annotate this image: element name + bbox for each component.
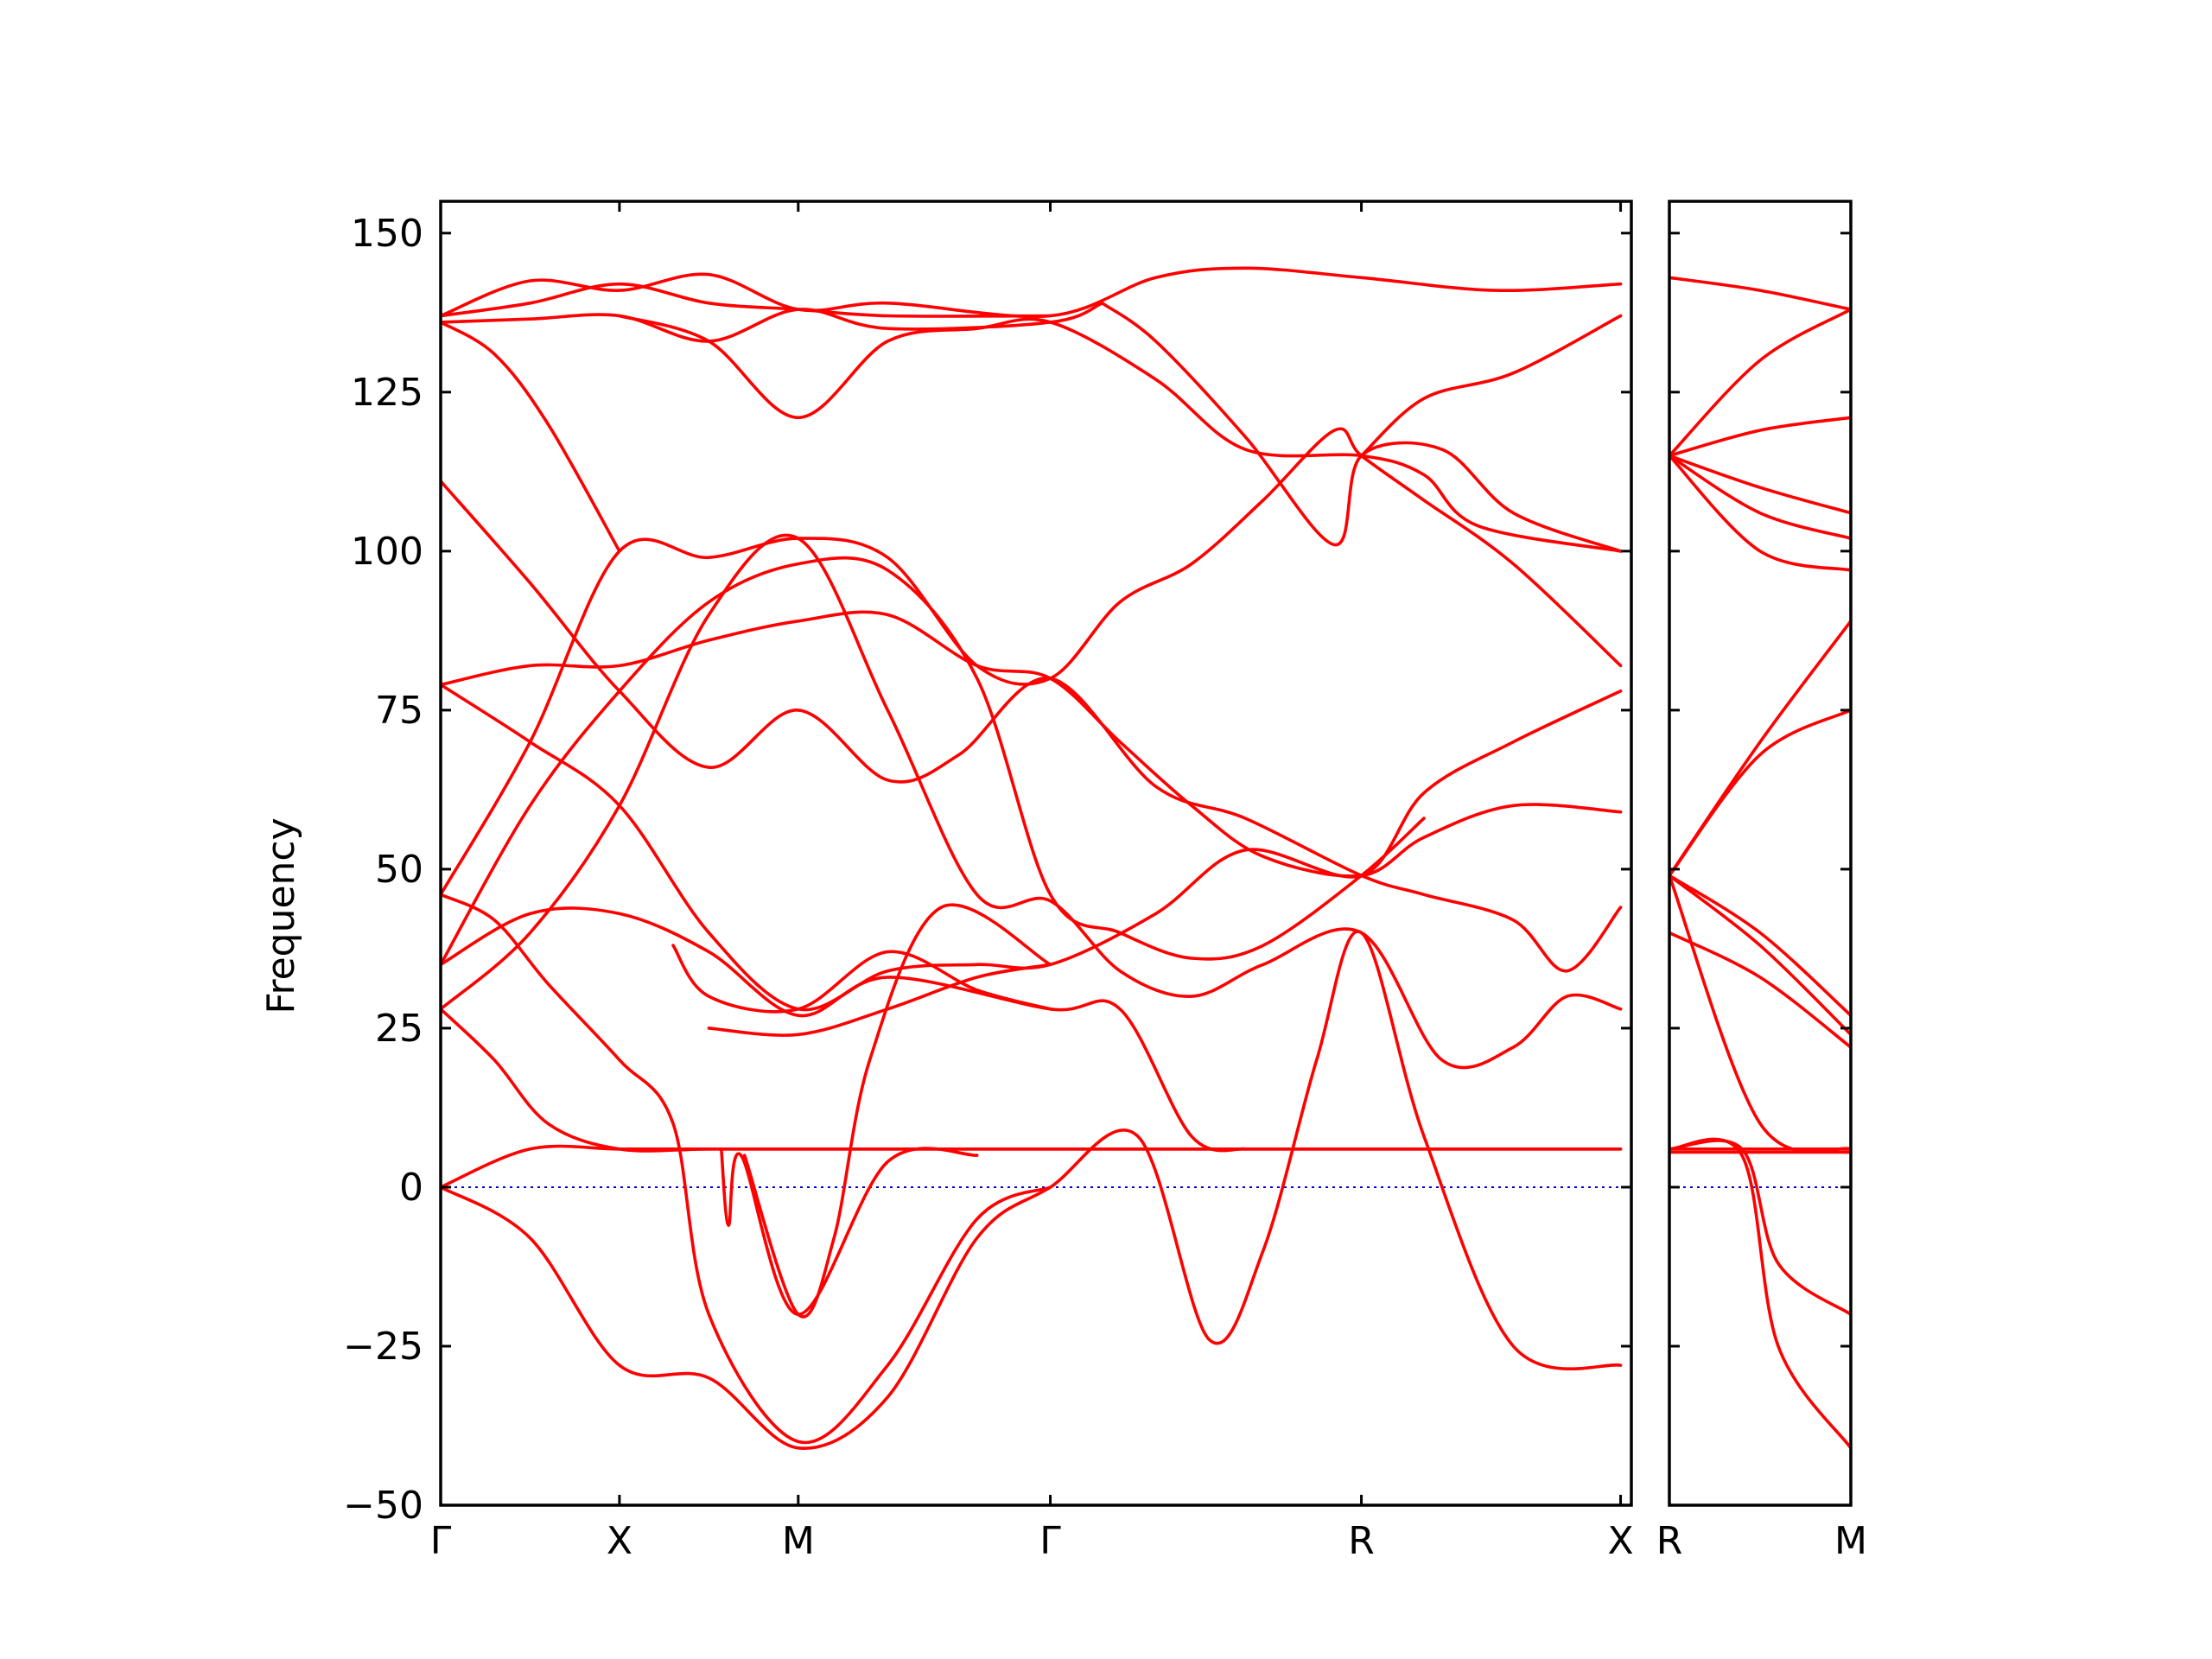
x-tick-label: R [1656, 1519, 1683, 1563]
y-tick-label: 0 [399, 1166, 423, 1210]
band-line [441, 893, 1052, 1445]
band-line [441, 1144, 1623, 1189]
band-line [1669, 874, 1851, 1037]
band-line [1669, 416, 1851, 458]
band-line [1669, 874, 1851, 1154]
y-tick-label: −50 [343, 1484, 423, 1528]
band-line [441, 266, 1623, 319]
x-tick-label: M [782, 1519, 815, 1563]
y-tick-label: 125 [351, 371, 423, 415]
panel-frame [1668, 200, 1853, 1507]
y-tick-label: 150 [351, 212, 423, 256]
band-line [1669, 1137, 1851, 1450]
x-tick-label: M [1834, 1519, 1867, 1563]
band-line [441, 282, 1052, 318]
band-line [671, 944, 1052, 1014]
band-line [441, 1007, 1623, 1153]
band-line [441, 321, 621, 553]
band-line [441, 610, 1623, 878]
y-axis-title: Frequency [259, 817, 303, 1014]
y-tick-label: 100 [351, 530, 423, 574]
x-tick-label: X [607, 1519, 632, 1563]
y-tick-label: −25 [343, 1325, 423, 1369]
panel-frame [439, 200, 1633, 1507]
band-line [1669, 1139, 1851, 1316]
band-line [742, 903, 1052, 1319]
band-line [441, 427, 1623, 897]
x-tick-label: X [1608, 1519, 1634, 1563]
y-tick-label: 50 [375, 848, 423, 892]
band-line [441, 683, 1623, 1012]
band-line [1669, 874, 1851, 1017]
x-tick-label: Γ [430, 1519, 452, 1563]
y-tick-label: 75 [375, 689, 423, 733]
band-line [1669, 308, 1851, 458]
band-line [1100, 302, 1623, 553]
band-line [1669, 276, 1851, 311]
band-line [1669, 454, 1851, 515]
x-tick-label: Γ [1039, 1519, 1061, 1563]
band-line [707, 963, 1052, 1037]
band-line [441, 906, 1247, 1153]
band-line [1669, 454, 1851, 572]
panel-0-plot-area [441, 266, 1631, 1450]
y-tick-label: 25 [375, 1007, 423, 1051]
band-line [441, 930, 1623, 1450]
band-line [618, 314, 1623, 553]
band-line [441, 302, 1104, 343]
band-line [1359, 314, 1623, 458]
panel-1-plot-area [1669, 276, 1851, 1450]
band-line [1669, 709, 1851, 878]
band-line [441, 556, 1426, 967]
band-line [1669, 454, 1851, 540]
band-line [441, 533, 1623, 1070]
x-tick-label: R [1348, 1519, 1375, 1563]
band-line [720, 1147, 979, 1317]
